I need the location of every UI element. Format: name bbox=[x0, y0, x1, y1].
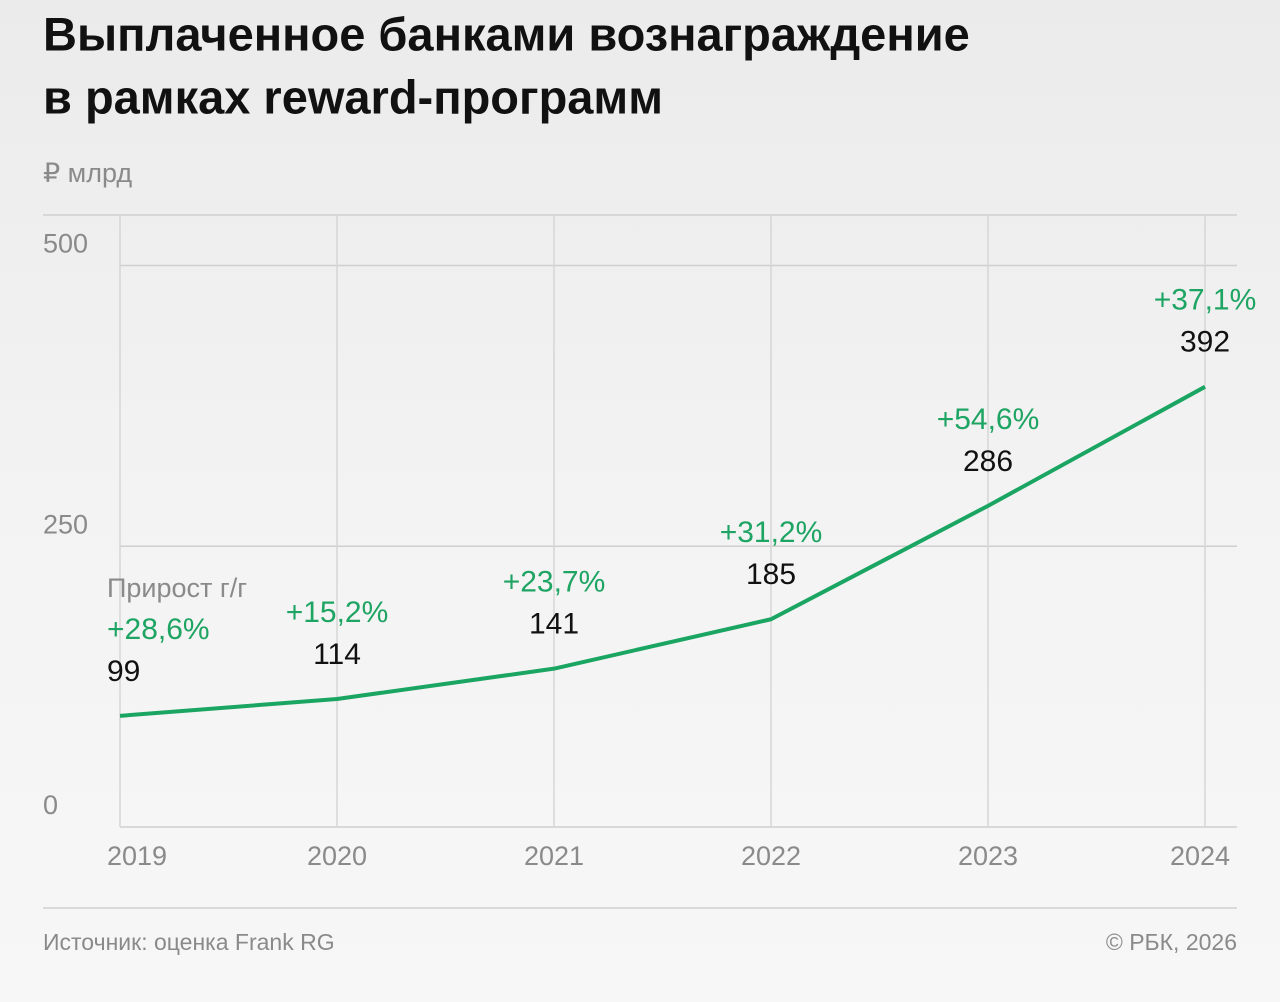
value-label: 185 bbox=[746, 558, 796, 591]
x-tick-label: 2024 bbox=[1170, 841, 1230, 871]
chart-title: Выплаченное банками вознаграждение bbox=[43, 7, 970, 60]
value-label: 392 bbox=[1180, 326, 1230, 359]
x-tick-label: 2021 bbox=[524, 841, 584, 871]
y-tick-label: 500 bbox=[43, 229, 88, 259]
growth-title: Прирост г/г bbox=[107, 573, 247, 603]
chart-title: в рамках reward-программ bbox=[43, 70, 663, 123]
x-tick-label: 2022 bbox=[741, 841, 801, 871]
x-tick-label: 2023 bbox=[958, 841, 1018, 871]
x-tick-label: 2019 bbox=[107, 841, 167, 871]
line bbox=[119, 385, 1206, 718]
y-tick-label: 250 bbox=[43, 509, 88, 539]
value-label: 99 bbox=[107, 655, 140, 688]
credit: © РБК, 2026 bbox=[1106, 929, 1237, 955]
growth-label: +54,6% bbox=[937, 403, 1040, 436]
growth-label: +28,6% bbox=[107, 613, 210, 646]
value-label: 141 bbox=[529, 608, 579, 641]
growth-label: +15,2% bbox=[286, 596, 389, 629]
value-label: 286 bbox=[963, 445, 1013, 478]
value-label: 114 bbox=[313, 638, 361, 671]
source: Источник: оценка Frank RG bbox=[43, 929, 335, 955]
growth-label: +37,1% bbox=[1154, 284, 1257, 317]
unit-label: ₽ млрд bbox=[43, 158, 132, 188]
x-tick-label: 2020 bbox=[307, 841, 367, 871]
growth-label: +31,2% bbox=[720, 516, 823, 549]
y-tick-label: 0 bbox=[43, 790, 58, 820]
growth-label: +23,7% bbox=[503, 566, 606, 599]
